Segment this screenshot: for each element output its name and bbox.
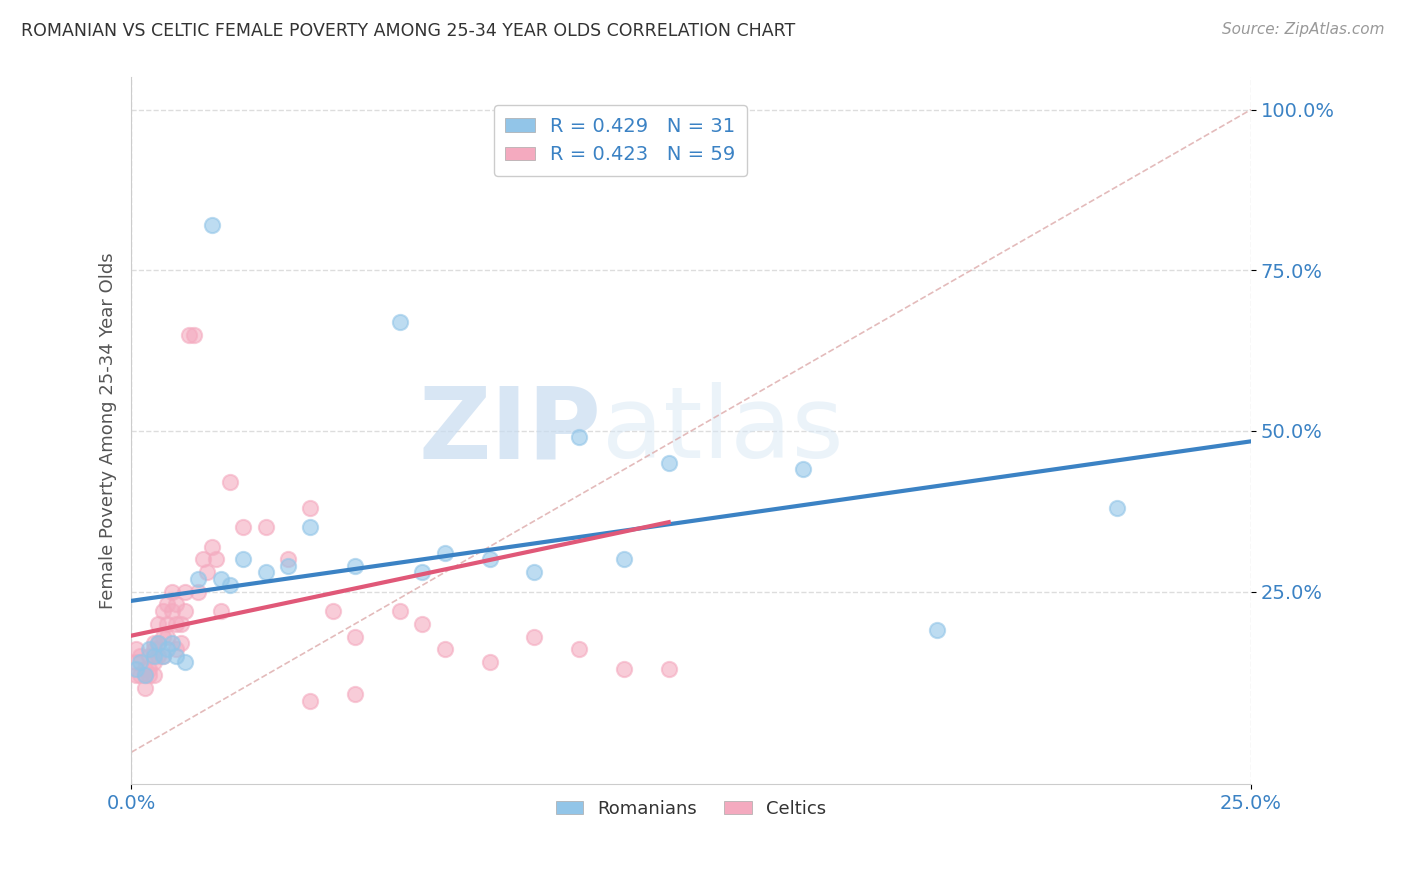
Point — [169, 616, 191, 631]
Point — [232, 520, 254, 534]
Point — [344, 630, 367, 644]
Point — [146, 636, 169, 650]
Point — [205, 552, 228, 566]
Point — [183, 327, 205, 342]
Point — [125, 642, 148, 657]
Point — [232, 552, 254, 566]
Point — [433, 642, 456, 657]
Point — [125, 662, 148, 676]
Point — [388, 315, 411, 329]
Point — [388, 604, 411, 618]
Point — [523, 630, 546, 644]
Point — [138, 668, 160, 682]
Point — [658, 662, 681, 676]
Point — [174, 656, 197, 670]
Point — [129, 656, 152, 670]
Point — [152, 630, 174, 644]
Point — [134, 662, 156, 676]
Point — [322, 604, 344, 618]
Point — [187, 572, 209, 586]
Point — [138, 648, 160, 663]
Point — [156, 630, 179, 644]
Y-axis label: Female Poverty Among 25-34 Year Olds: Female Poverty Among 25-34 Year Olds — [100, 252, 117, 609]
Point — [478, 552, 501, 566]
Point — [344, 558, 367, 573]
Point — [156, 642, 179, 657]
Point — [134, 681, 156, 695]
Point — [568, 430, 591, 444]
Point — [523, 566, 546, 580]
Point — [146, 616, 169, 631]
Point — [792, 462, 814, 476]
Point — [152, 648, 174, 663]
Text: ZIP: ZIP — [419, 383, 602, 479]
Point — [165, 598, 187, 612]
Point — [165, 616, 187, 631]
Point — [142, 656, 165, 670]
Point — [174, 584, 197, 599]
Point — [209, 572, 232, 586]
Point — [138, 642, 160, 657]
Point — [299, 501, 322, 516]
Point — [187, 584, 209, 599]
Point — [197, 566, 219, 580]
Point — [152, 648, 174, 663]
Point — [411, 616, 433, 631]
Point — [613, 552, 636, 566]
Point — [218, 578, 240, 592]
Point — [927, 623, 949, 637]
Point — [174, 604, 197, 618]
Point — [142, 668, 165, 682]
Point — [160, 584, 183, 599]
Point — [254, 566, 277, 580]
Point — [1105, 501, 1128, 516]
Point — [156, 616, 179, 631]
Point — [129, 668, 152, 682]
Point — [658, 456, 681, 470]
Point — [433, 546, 456, 560]
Point — [152, 604, 174, 618]
Point — [165, 648, 187, 663]
Point — [201, 540, 224, 554]
Point — [201, 219, 224, 233]
Point — [411, 566, 433, 580]
Point — [156, 598, 179, 612]
Legend: Romanians, Celtics: Romanians, Celtics — [548, 792, 834, 825]
Point — [134, 668, 156, 682]
Text: Source: ZipAtlas.com: Source: ZipAtlas.com — [1222, 22, 1385, 37]
Point — [142, 648, 165, 663]
Point — [299, 694, 322, 708]
Point — [160, 636, 183, 650]
Point — [277, 558, 299, 573]
Point — [142, 642, 165, 657]
Point — [134, 668, 156, 682]
Point — [277, 552, 299, 566]
Point — [299, 520, 322, 534]
Point — [142, 636, 165, 650]
Point — [129, 648, 152, 663]
Point — [138, 662, 160, 676]
Point — [125, 656, 148, 670]
Point — [165, 642, 187, 657]
Point — [146, 648, 169, 663]
Point — [125, 668, 148, 682]
Text: atlas: atlas — [602, 383, 844, 479]
Point — [146, 636, 169, 650]
Point — [209, 604, 232, 618]
Point — [568, 642, 591, 657]
Point — [160, 604, 183, 618]
Point — [218, 475, 240, 490]
Point — [478, 656, 501, 670]
Point — [169, 636, 191, 650]
Point — [613, 662, 636, 676]
Text: ROMANIAN VS CELTIC FEMALE POVERTY AMONG 25-34 YEAR OLDS CORRELATION CHART: ROMANIAN VS CELTIC FEMALE POVERTY AMONG … — [21, 22, 796, 40]
Point — [179, 327, 201, 342]
Point — [191, 552, 214, 566]
Point — [344, 688, 367, 702]
Point — [254, 520, 277, 534]
